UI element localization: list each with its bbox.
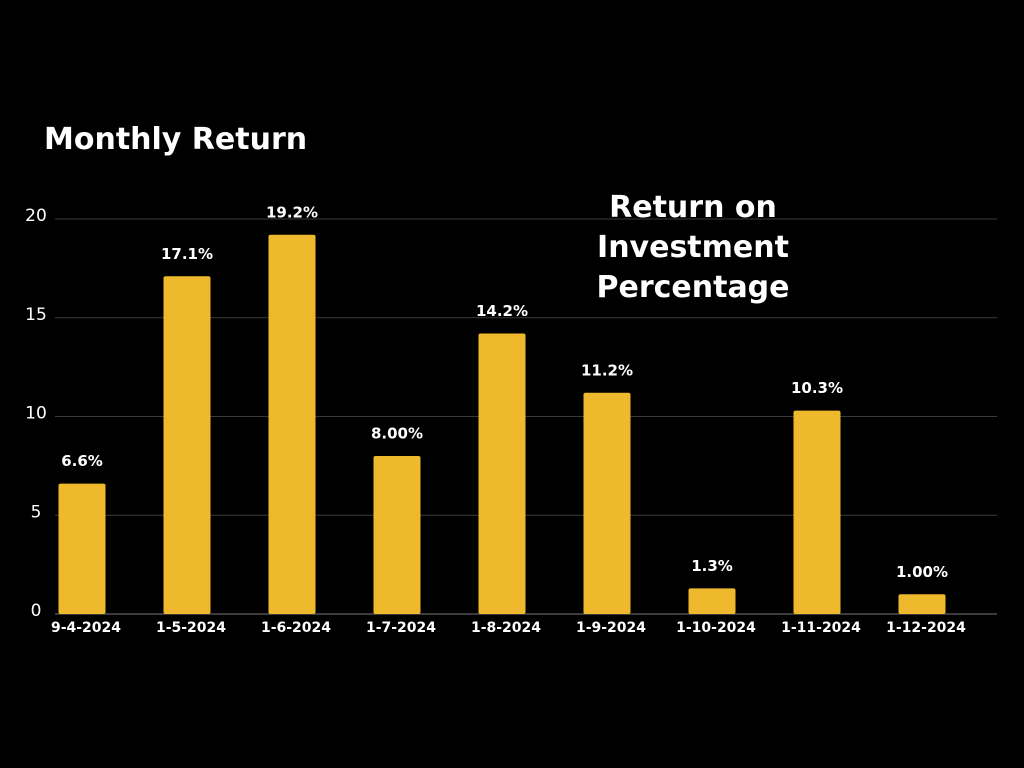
x-tick-label: 1-11-2024 — [781, 620, 861, 636]
value-label: 19.2% — [266, 203, 318, 221]
bar — [793, 410, 841, 614]
x-tick-label: 1-6-2024 — [261, 620, 331, 636]
value-label: 8.00% — [371, 425, 423, 443]
x-tick-label: 9-4-2024 — [51, 620, 121, 636]
value-label: 14.2% — [476, 302, 528, 320]
y-tick-label: 15 — [25, 305, 47, 325]
value-label: 17.1% — [161, 245, 213, 263]
y-tick-label: 20 — [25, 206, 47, 226]
bar — [583, 392, 631, 614]
bar — [478, 333, 526, 614]
x-tick-label: 1-5-2024 — [156, 620, 226, 636]
bar — [373, 456, 421, 614]
chart-subtitle: Return on Investment Percentage — [596, 190, 790, 305]
y-tick-label: 0 — [31, 601, 42, 621]
bar — [58, 483, 106, 614]
chart-title: Monthly Return — [44, 122, 308, 157]
bar — [268, 234, 316, 615]
value-label: 1.00% — [896, 563, 948, 581]
x-tick-label: 1-9-2024 — [576, 620, 646, 636]
bar — [898, 594, 946, 614]
x-tick-label: 1-8-2024 — [471, 620, 541, 636]
x-tick-label: 1-10-2024 — [676, 620, 756, 636]
y-tick-label: 10 — [25, 404, 47, 424]
x-tick-label: 1-12-2024 — [886, 620, 966, 636]
value-label: 1.3% — [691, 557, 733, 575]
bar — [163, 276, 211, 614]
value-label: 10.3% — [791, 379, 843, 397]
x-tick-label: 1-7-2024 — [366, 620, 436, 636]
value-label: 11.2% — [581, 361, 633, 379]
bar — [688, 588, 736, 614]
value-label: 6.6% — [61, 452, 103, 470]
y-tick-label: 5 — [31, 502, 42, 522]
